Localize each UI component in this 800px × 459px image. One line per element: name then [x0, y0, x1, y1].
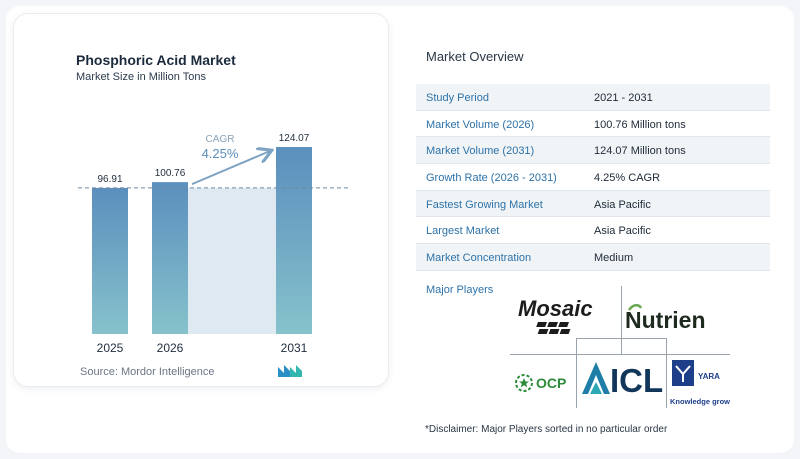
row-value: 100.76 Million tons	[594, 118, 686, 131]
row-value: Asia Pacific	[594, 198, 651, 211]
icl-logo-text: ICL	[610, 362, 663, 396]
table-row: Market Volume (2026) 100.76 Million tons	[416, 111, 770, 138]
logo-divider	[621, 286, 622, 354]
x-tick-label: 2031	[281, 341, 308, 355]
table-row: Fastest Growing Market Asia Pacific	[416, 190, 770, 218]
x-tick-label: 2025	[97, 341, 124, 355]
cagr-label: CAGR	[206, 134, 235, 145]
x-tick-label: 2026	[157, 341, 184, 355]
mosaic-logo: Mosaic	[518, 296, 593, 334]
table-row: Growth Rate (2026 - 2031) 4.25% CAGR	[416, 164, 770, 191]
cagr-arrow	[191, 151, 270, 186]
growth-band	[188, 187, 276, 334]
row-label: Largest Market	[426, 225, 500, 238]
chart-title: Phosphoric Acid Market	[76, 52, 236, 68]
logo-divider	[666, 338, 667, 408]
bar-value-label: 96.91	[97, 174, 122, 185]
source-text: Source: Mordor Intelligence	[80, 366, 215, 378]
row-value: Asia Pacific	[594, 225, 651, 238]
major-players-title: Major Players	[426, 284, 494, 296]
bar-2025	[92, 187, 128, 334]
chart-subtitle: Market Size in Million Tons	[76, 71, 207, 83]
row-label: Market Volume (2031)	[426, 145, 535, 158]
mordor-logo-icon	[278, 365, 302, 377]
ocp-logo-text: OCP	[536, 375, 566, 391]
row-value: 124.07 Million tons	[594, 145, 686, 158]
table-row: Market Volume (2031) 124.07 Million tons	[416, 137, 770, 165]
yara-logo-text: YARA	[698, 372, 720, 381]
nutrien-logo: Nutrien	[625, 304, 706, 333]
bar-value-label: 124.07	[279, 133, 310, 144]
table-row: Study Period 2021 - 2031	[416, 84, 770, 111]
row-label: Growth Rate (2026 - 2031)	[426, 172, 557, 185]
disclaimer-text: *Disclaimer: Major Players sorted in no …	[425, 424, 668, 435]
yara-tagline: Knowledge grows	[670, 397, 730, 406]
table-row: Market Concentration Medium	[416, 244, 770, 271]
row-value: Medium	[594, 252, 634, 265]
icl-logo: ICL	[582, 362, 663, 396]
row-label: Fastest Growing Market	[426, 198, 543, 211]
row-value: 2021 - 2031	[594, 92, 653, 104]
logo-divider	[510, 354, 730, 355]
row-value: 4.25% CAGR	[594, 172, 661, 185]
ocp-logo: OCP	[515, 374, 566, 392]
row-label: Market Volume (2026)	[426, 118, 535, 131]
bar-2031	[276, 147, 312, 334]
mosaic-logo-text: Mosaic	[518, 296, 593, 321]
cagr-value: 4.25%	[202, 146, 239, 161]
table-row: Largest Market Asia Pacific	[416, 217, 770, 245]
logo-divider	[576, 338, 666, 339]
row-label: Study Period	[426, 92, 489, 104]
bar-2026	[152, 182, 188, 334]
logo-divider	[576, 338, 577, 408]
yara-logo: YARA Knowledge grows	[670, 360, 730, 406]
row-label: Market Concentration	[426, 252, 532, 265]
nutrien-logo-text: Nutrien	[625, 307, 706, 333]
bar-value-label: 100.76	[155, 168, 186, 179]
market-overview-title: Market Overview	[426, 49, 524, 64]
overview-table: Study Period 2021 - 2031 Market Volume (2…	[416, 84, 770, 271]
